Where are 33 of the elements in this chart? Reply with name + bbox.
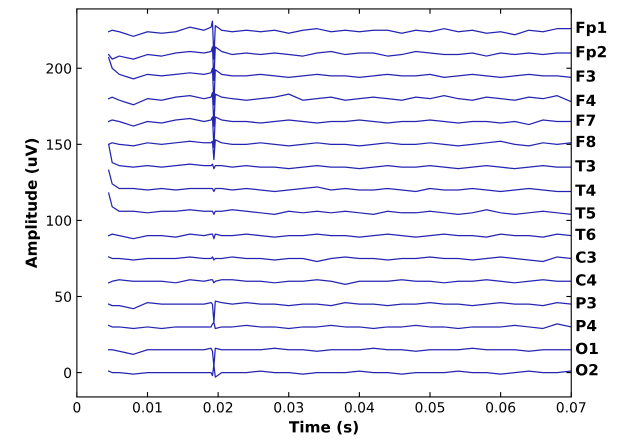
series-label: O2 (576, 364, 598, 376)
line-series (108, 170, 572, 192)
x-tick-label: 0.07 (556, 402, 586, 413)
x-tick-label: 0.01 (132, 402, 162, 413)
series-label: T3 (575, 160, 596, 172)
series-label: T6 (575, 228, 596, 240)
y-tick-label: 200 (46, 63, 72, 74)
y-tick-label: 100 (47, 215, 72, 226)
series-label: F7 (576, 114, 596, 126)
series-label: C4 (576, 274, 596, 286)
series-label: F3 (576, 70, 596, 82)
line-series (108, 192, 572, 215)
series-label: O1 (576, 342, 598, 354)
series-label: F4 (576, 94, 596, 106)
series-label: T5 (575, 207, 596, 219)
series-label: P4 (576, 320, 596, 332)
x-tick-label: 0.05 (415, 402, 444, 413)
series-label: P3 (576, 296, 596, 309)
x-tick-label: 0.06 (486, 402, 516, 413)
series-label: F8 (576, 136, 596, 148)
x-tick-label: 0.02 (204, 402, 232, 413)
x-tick-label: 0 (73, 402, 80, 413)
y-axis-title: Amplitude (uV) (25, 138, 40, 268)
x-tick-label: 0.03 (274, 402, 304, 413)
x-axis-title: Time (s) (288, 420, 358, 434)
series-label: T4 (575, 184, 596, 196)
series-label: Fp1 (576, 22, 606, 36)
series-label: C3 (576, 251, 596, 263)
y-tick-label: 0 (64, 368, 72, 378)
series-label: Fp2 (576, 46, 606, 60)
y-tick-label: 50 (55, 291, 72, 302)
x-tick-label: 0.04 (344, 402, 374, 413)
y-tick-label: 150 (47, 139, 72, 150)
